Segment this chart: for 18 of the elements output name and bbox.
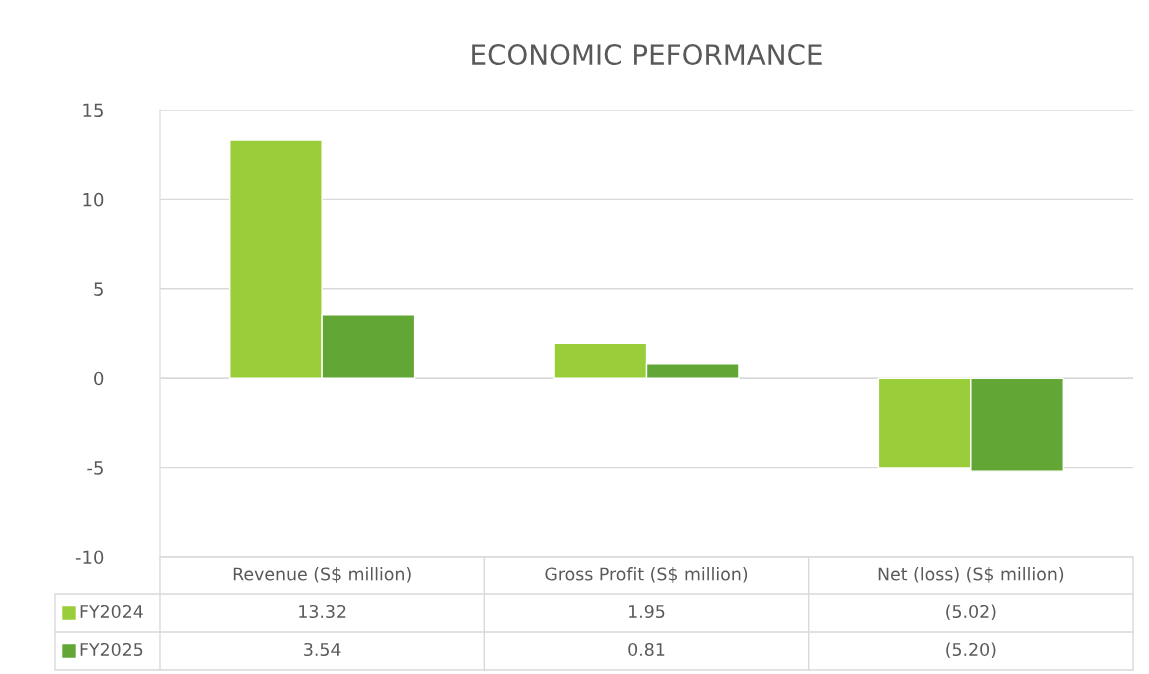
legend-label: FY2024 — [80, 604, 143, 619]
x-tick-label: Revenue (S$ million) — [233, 567, 411, 583]
data-label: 13.32 — [299, 604, 346, 619]
y-tick-label: -5 — [87, 461, 103, 475]
data-label: (5.02) — [946, 604, 996, 621]
legend-label: FY2025 — [80, 642, 143, 657]
data-label: 1.95 — [629, 604, 665, 619]
data-label: 3.54 — [304, 642, 341, 657]
y-tick-label: 10 — [83, 192, 104, 207]
y-tick-label: 15 — [83, 103, 103, 118]
data-label: 0.81 — [628, 642, 665, 657]
y-tick-label: 0 — [94, 371, 104, 386]
chart-title: ECONOMIC PEFORMANCE — [472, 44, 822, 66]
data-label: (5.20) — [946, 642, 996, 659]
x-tick-label: Net (loss) (S$ million) — [878, 567, 1064, 583]
y-tick-label: 5 — [94, 282, 103, 296]
y-tick-label: -10 — [75, 550, 104, 565]
x-tick-label: Gross Profit (S$ million) — [545, 567, 748, 583]
